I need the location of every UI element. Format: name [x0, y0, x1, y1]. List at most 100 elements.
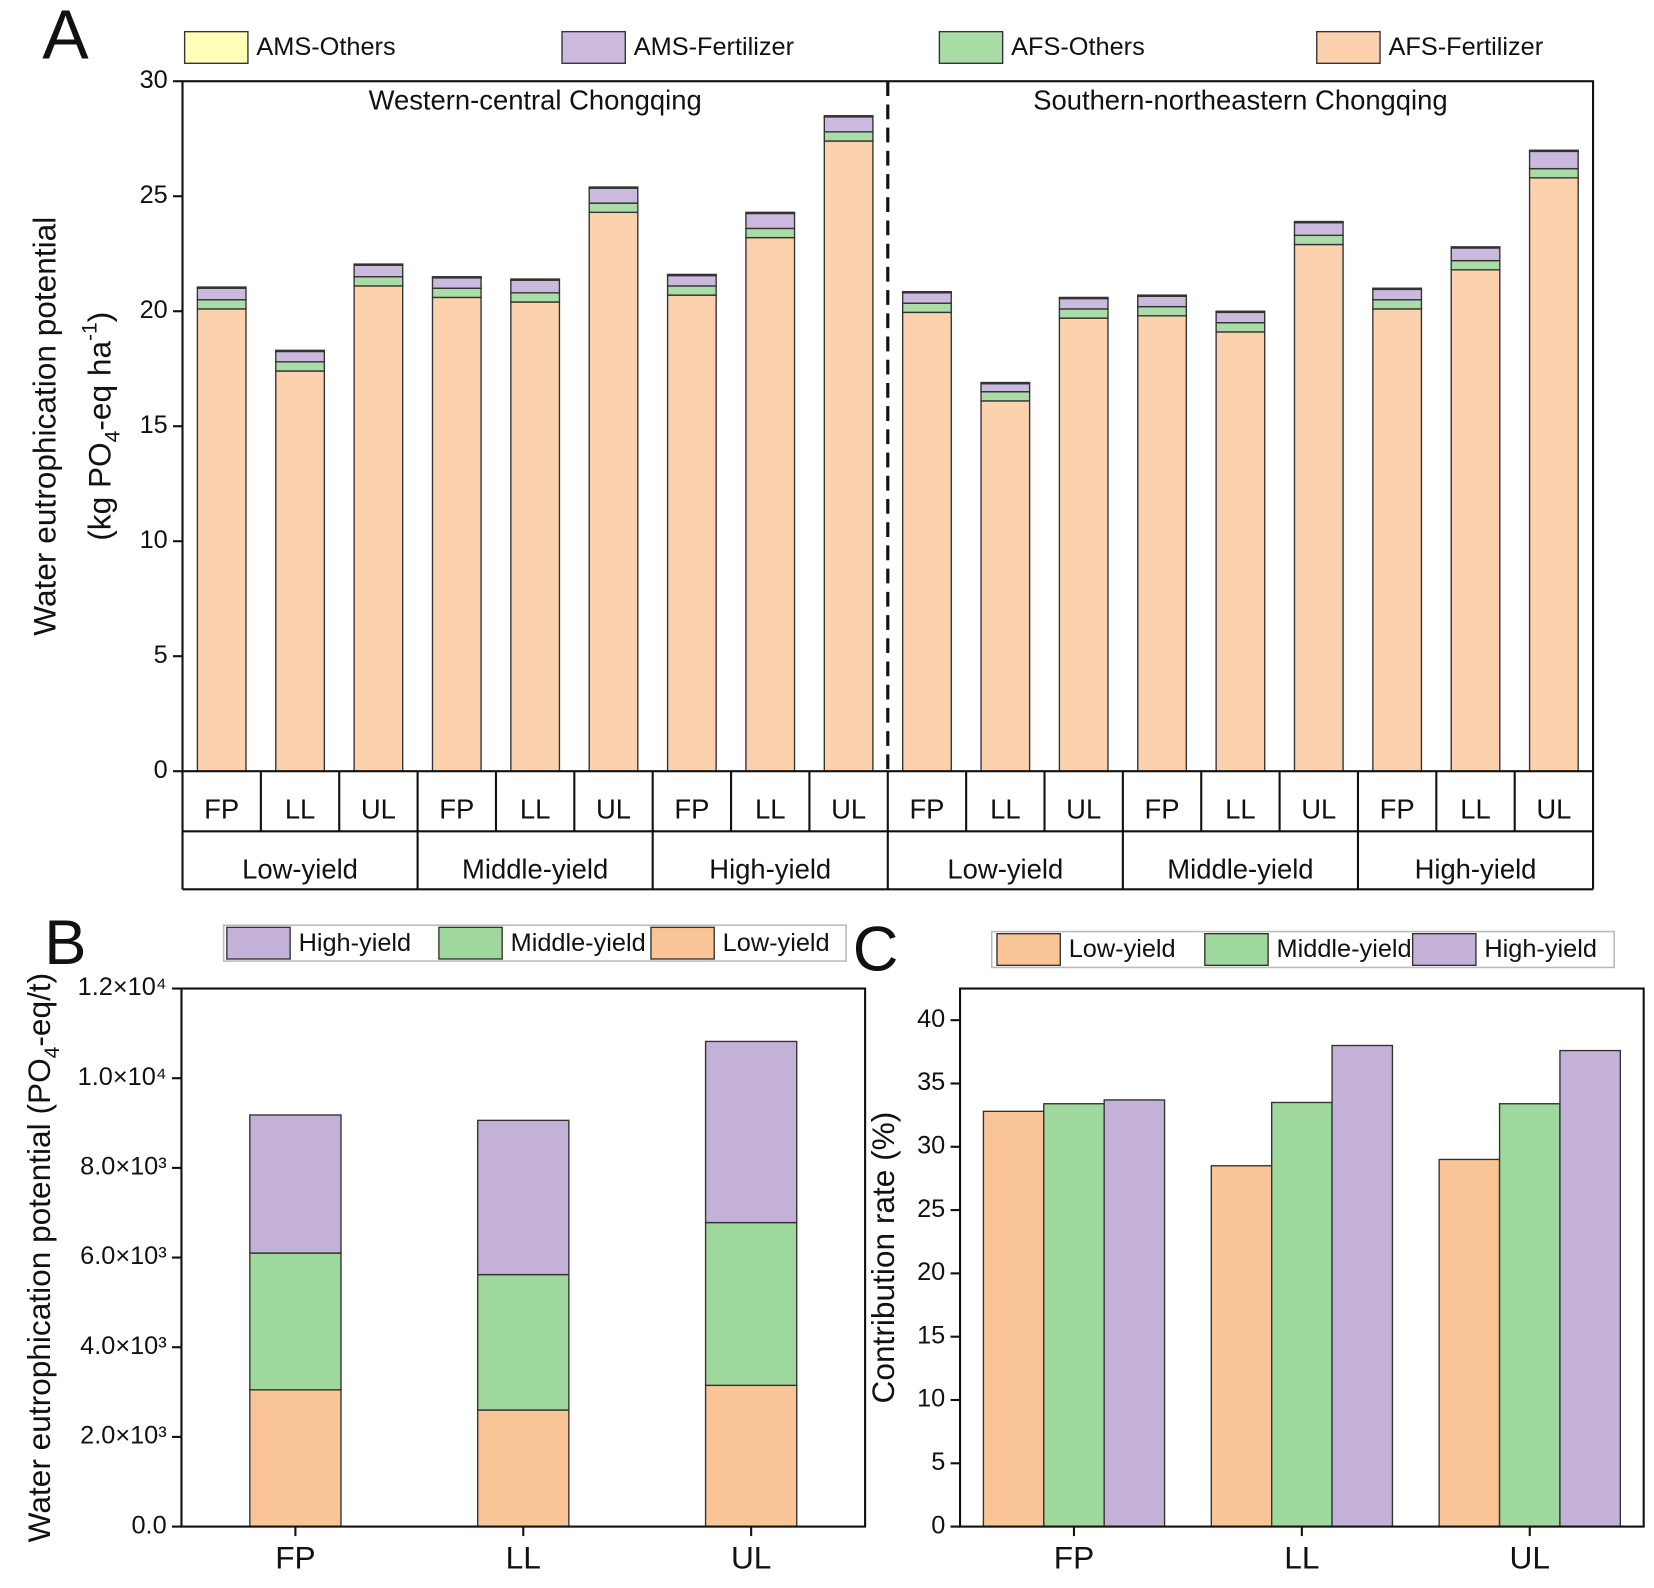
bar-segment [1058, 297, 1109, 310]
bar-segment [1293, 243, 1344, 772]
bar-segment [353, 285, 404, 772]
y-tick-label: 30 [140, 66, 168, 94]
bar-segment [196, 308, 247, 772]
bar-segment [1058, 308, 1109, 319]
legend-swatch [1204, 932, 1269, 967]
bar-segment [588, 187, 639, 204]
bar-segment [1528, 167, 1579, 179]
bar [1103, 1099, 1166, 1528]
panel-label: C [853, 914, 899, 984]
bar-segment [196, 287, 247, 301]
bar [1043, 1103, 1105, 1528]
x-tick-label: FP [1054, 1540, 1094, 1576]
bar-segment [196, 286, 247, 289]
bar-segment [1528, 177, 1579, 772]
bar-segment [477, 1273, 570, 1411]
x-tick-label: UL [1536, 794, 1571, 825]
y-axis-label: Contribution rate (%) [866, 1112, 902, 1404]
bar-segment [431, 276, 482, 279]
bar-segment [1450, 259, 1501, 271]
bar-segment [431, 287, 482, 299]
y-tick-label: 10 [140, 526, 168, 554]
bar-segment [901, 311, 952, 772]
bar-segment [249, 1114, 342, 1254]
bar-segment [353, 264, 404, 278]
bar [1559, 1049, 1622, 1528]
panel-label: A [42, 0, 89, 73]
bar-segment [588, 186, 639, 189]
legend-label: Low-yield [1069, 935, 1176, 963]
y-tick-label: 20 [140, 296, 168, 324]
x-tick-label: UL [1066, 794, 1101, 825]
y-axis-label: (kg PO4-eq ha-1) [78, 312, 124, 541]
bar-segment [823, 116, 874, 133]
y-tick-label: 4.0×10³ [80, 1332, 167, 1360]
bar-segment [1293, 220, 1344, 224]
bar-segment [510, 301, 561, 772]
legend-swatch [1316, 30, 1381, 64]
bar-segment [1215, 311, 1266, 324]
legend-swatch [183, 30, 249, 64]
x-tick-label: FP [674, 794, 709, 825]
bar-segment [823, 115, 874, 118]
x-tick-label: LL [1284, 1540, 1319, 1576]
bar-segment [1450, 246, 1501, 249]
y-axis-label-part: -eq/t) [22, 973, 58, 1047]
y-axis-label-part: -eq ha [82, 341, 118, 431]
legend-label: AFS-Fertilizer [1388, 33, 1543, 61]
x-tick-label: UL [596, 794, 631, 825]
bar-segment [980, 381, 1031, 385]
y-tick-label: 10 [917, 1385, 945, 1413]
x-tick-label: UL [1301, 794, 1336, 825]
bar-segment [980, 391, 1031, 402]
y-tick-label: 35 [917, 1068, 945, 1096]
x-tick-label: FP [275, 1540, 315, 1576]
y-axis-label-part: -1 [78, 322, 101, 341]
bar-segment [275, 361, 326, 372]
bar-segment [353, 276, 404, 287]
y-tick-label: 2.0×10³ [80, 1422, 167, 1450]
y-axis-label-part: 4 [41, 1046, 64, 1058]
legend-frame [222, 924, 847, 962]
x-tick-label: UL [361, 794, 396, 825]
bar-segment [901, 292, 952, 304]
x-tick-label: FP [204, 794, 239, 825]
y-axis-label-part: 4 [101, 430, 124, 442]
y-axis-label-part: Contribution rate (%) [866, 1112, 902, 1404]
bar-segment [1450, 269, 1501, 772]
legend-swatch [650, 926, 715, 960]
bar-segment [353, 263, 404, 266]
bar-segment [1215, 331, 1266, 772]
legend-label: AMS-Others [256, 33, 395, 61]
bar-segment [477, 1409, 570, 1528]
bar-segment [510, 278, 561, 281]
bar-segment [666, 285, 717, 296]
region-label: Southern-northeastern Chongqing [1033, 85, 1447, 116]
legend-label: High-yield [299, 929, 412, 957]
bar-segment [275, 370, 326, 772]
group-label: High-yield [1415, 854, 1537, 885]
bar-segment [1372, 288, 1423, 301]
x-tick-label: LL [506, 1540, 541, 1576]
bar-segment [275, 350, 326, 363]
bar-segment [745, 212, 796, 230]
bar-segment [1293, 221, 1344, 237]
bar-segment [249, 1389, 342, 1528]
bar-segment [1372, 299, 1423, 310]
y-tick-label: 6.0×10³ [80, 1242, 167, 1270]
legend-label: Low-yield [723, 929, 830, 957]
y-tick-label: 40 [917, 1005, 945, 1033]
group-label: Middle-yield [1167, 854, 1313, 885]
bar-segment [901, 290, 952, 294]
legend-label: High-yield [1484, 935, 1597, 963]
bar-segment [745, 227, 796, 239]
bar-segment [588, 202, 639, 214]
x-tick-label: UL [1510, 1540, 1550, 1576]
x-tick-label: LL [1225, 794, 1255, 825]
bar-segment [588, 211, 639, 772]
bar-segment [1137, 294, 1188, 297]
y-tick-label: 0 [931, 1511, 945, 1539]
x-tick-label: LL [990, 794, 1020, 825]
x-tick-label: FP [1145, 794, 1180, 825]
